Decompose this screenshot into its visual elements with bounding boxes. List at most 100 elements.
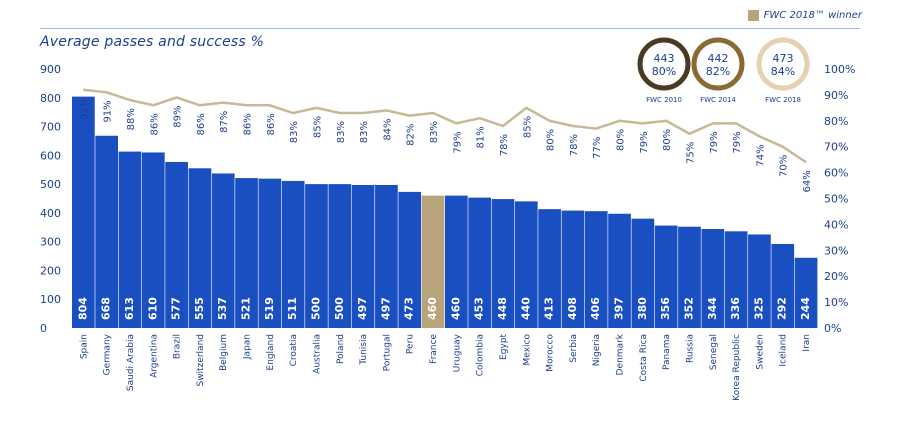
bar (468, 197, 492, 328)
category-label: France (429, 334, 439, 364)
percent-label: 86% (243, 113, 254, 135)
bar-value-label: 537 (216, 297, 229, 320)
bar-value-label: 521 (240, 297, 253, 320)
y-right-tick-label: 40% (824, 218, 848, 231)
bar (631, 218, 655, 328)
bar (514, 201, 538, 328)
bar-value-label: 397 (613, 297, 626, 320)
category-label: Peru (406, 334, 416, 354)
category-label: Colombia (476, 334, 486, 376)
badge-ring (691, 37, 745, 91)
bar (188, 168, 212, 328)
bar-value-label: 406 (589, 297, 602, 320)
bar-value-label: 613 (123, 297, 136, 320)
category-label: Croatia (289, 334, 299, 366)
percent-label: 80% (546, 129, 557, 151)
category-label: Serbia (569, 334, 579, 363)
bar-value-label: 804 (76, 297, 89, 320)
y-right-tick-label: 30% (824, 244, 848, 257)
y-left-tick-label: 600 (40, 149, 61, 162)
bar (608, 213, 631, 328)
category-label: Germany (103, 333, 113, 375)
y-right-tick-label: 100% (824, 63, 855, 76)
bar-value-label: 460 (426, 297, 439, 320)
percent-label: 84% (382, 118, 393, 140)
bar (72, 96, 95, 328)
category-label: Nigeria (592, 334, 602, 366)
category-label: Iran (802, 334, 812, 352)
category-label: Russia (685, 334, 695, 363)
bar (654, 225, 678, 328)
bar-value-label: 292 (776, 297, 789, 320)
percent-label: 85% (522, 116, 533, 138)
category-label: Portugal (382, 334, 392, 371)
bar (258, 178, 282, 328)
bar (678, 226, 701, 328)
bar-value-label: 380 (636, 297, 649, 320)
chart-title: Average passes and success % (40, 34, 265, 50)
percent-label: 89% (173, 105, 184, 127)
y-left-tick-label: 300 (40, 236, 61, 249)
bar-value-label: 325 (752, 297, 765, 320)
bar (375, 184, 398, 328)
title-rule (40, 28, 860, 29)
y-right-tick-label: 10% (824, 296, 848, 309)
percent-label: 83% (289, 121, 300, 143)
bar-value-label: 500 (333, 297, 346, 320)
y-right-tick-label: 60% (824, 167, 848, 180)
category-label: Brazil (173, 334, 183, 359)
y-right-tick-label: 90% (824, 89, 848, 102)
percent-label: 86% (266, 113, 277, 135)
category-label: Poland (336, 334, 346, 364)
bar (701, 229, 725, 328)
category-label: Mexico (522, 334, 532, 366)
bar (584, 211, 608, 328)
bar-value-label: 497 (356, 297, 369, 320)
category-label: Costa Rica (639, 334, 649, 382)
y-right-tick-label: 80% (824, 115, 848, 128)
bar-value-label: 610 (146, 297, 159, 320)
category-label: Belgium (219, 334, 229, 371)
bar (165, 161, 188, 328)
bar (538, 209, 561, 328)
bar (305, 184, 328, 328)
badge-label: FWC 2010 (646, 96, 682, 104)
category-label: Japan (243, 334, 253, 360)
badge-success: 80% (652, 65, 676, 78)
percent-label: 92% (79, 98, 90, 120)
bar (445, 195, 468, 328)
y-left-tick-label: 700 (40, 121, 61, 134)
bar (561, 210, 585, 328)
bar (211, 173, 235, 328)
category-label: England (266, 334, 276, 371)
percent-label: 87% (219, 111, 230, 133)
badge-ring (637, 37, 691, 91)
bar-value-label: 336 (729, 297, 742, 320)
category-label: Spain (79, 334, 89, 359)
bar (398, 191, 422, 328)
y-right-tick-label: 0% (824, 322, 841, 335)
category-label: Switzerland (196, 334, 206, 387)
percent-label: 64% (802, 170, 813, 192)
bar-value-label: 497 (379, 297, 392, 320)
legend: FWC 2018™ winner (747, 10, 862, 21)
y-left-tick-label: 500 (40, 178, 61, 191)
y-left-tick-label: 900 (40, 63, 61, 76)
percent-label: 77% (592, 137, 603, 159)
percent-label: 78% (569, 134, 580, 156)
bar-value-label: 460 (449, 297, 462, 320)
bar-value-label: 577 (170, 297, 183, 320)
bar (351, 184, 375, 328)
y-right-tick-label: 70% (824, 141, 848, 154)
category-label: Korea Republic (732, 334, 742, 401)
bar (235, 178, 258, 328)
badge-label: FWC 2014 (700, 96, 736, 104)
percent-label: 79% (639, 131, 650, 153)
category-label: Uruguay (452, 333, 462, 372)
bar-value-label: 519 (263, 297, 276, 320)
bar-value-label: 453 (473, 297, 486, 320)
category-label: Panama (662, 334, 672, 370)
bar (724, 231, 748, 328)
bar-value-label: 511 (286, 297, 299, 320)
